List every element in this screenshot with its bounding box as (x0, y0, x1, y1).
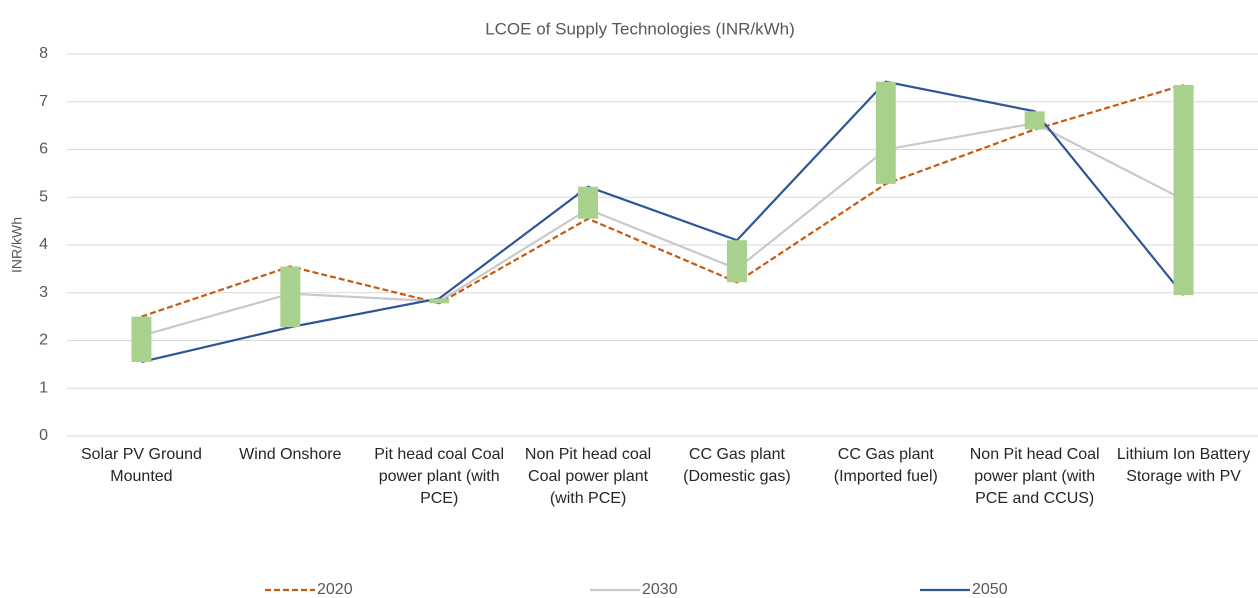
y-tick-label: 4 (39, 236, 48, 253)
x-tick-label: Non Pit head coal Coal power plant (with… (524, 446, 652, 507)
high-low-bar (1173, 85, 1194, 296)
x-tick-label: CC Gas plant (Domestic gas) (683, 446, 791, 485)
legend-label: 2020 (317, 581, 353, 598)
y-axis-label: INR/kWh (9, 217, 25, 273)
y-tick-label: 0 (39, 427, 48, 444)
series-line (141, 83, 1184, 318)
x-tick-label: Lithium Ion Battery Storage with PV (1116, 446, 1251, 485)
x-tick-label: Wind Onshore (239, 446, 342, 463)
x-tick-label: CC Gas plant (Imported fuel) (833, 446, 938, 485)
series-line (141, 122, 1185, 337)
high-low-bar (1024, 111, 1045, 130)
y-tick-label: 6 (39, 141, 48, 158)
high-low-bar (280, 266, 301, 328)
y-tick-label: 3 (39, 284, 48, 301)
series-line (141, 80, 1185, 364)
y-tick-label: 8 (39, 45, 48, 62)
high-low-bar (429, 298, 450, 304)
high-low-bar (578, 186, 599, 219)
y-tick-label: 7 (39, 93, 48, 110)
legend-label: 2030 (642, 581, 678, 598)
x-tick-label: Non Pit head Coal power plant (with PCE … (969, 446, 1100, 507)
y-tick-label: 5 (39, 188, 48, 205)
legend-label: 2050 (972, 581, 1008, 598)
high-low-bar (131, 316, 152, 362)
y-tick-label: 1 (39, 379, 48, 396)
x-tick-label: Solar PV Ground Mounted (80, 446, 202, 485)
high-low-bar (726, 240, 747, 283)
chart-title: LCOE of Supply Technologies (INR/kWh) (485, 19, 795, 38)
high-low-bar (875, 81, 896, 184)
y-tick-label: 2 (39, 332, 48, 349)
x-tick-label: Pit head coal Coal power plant (with PCE… (374, 446, 505, 507)
